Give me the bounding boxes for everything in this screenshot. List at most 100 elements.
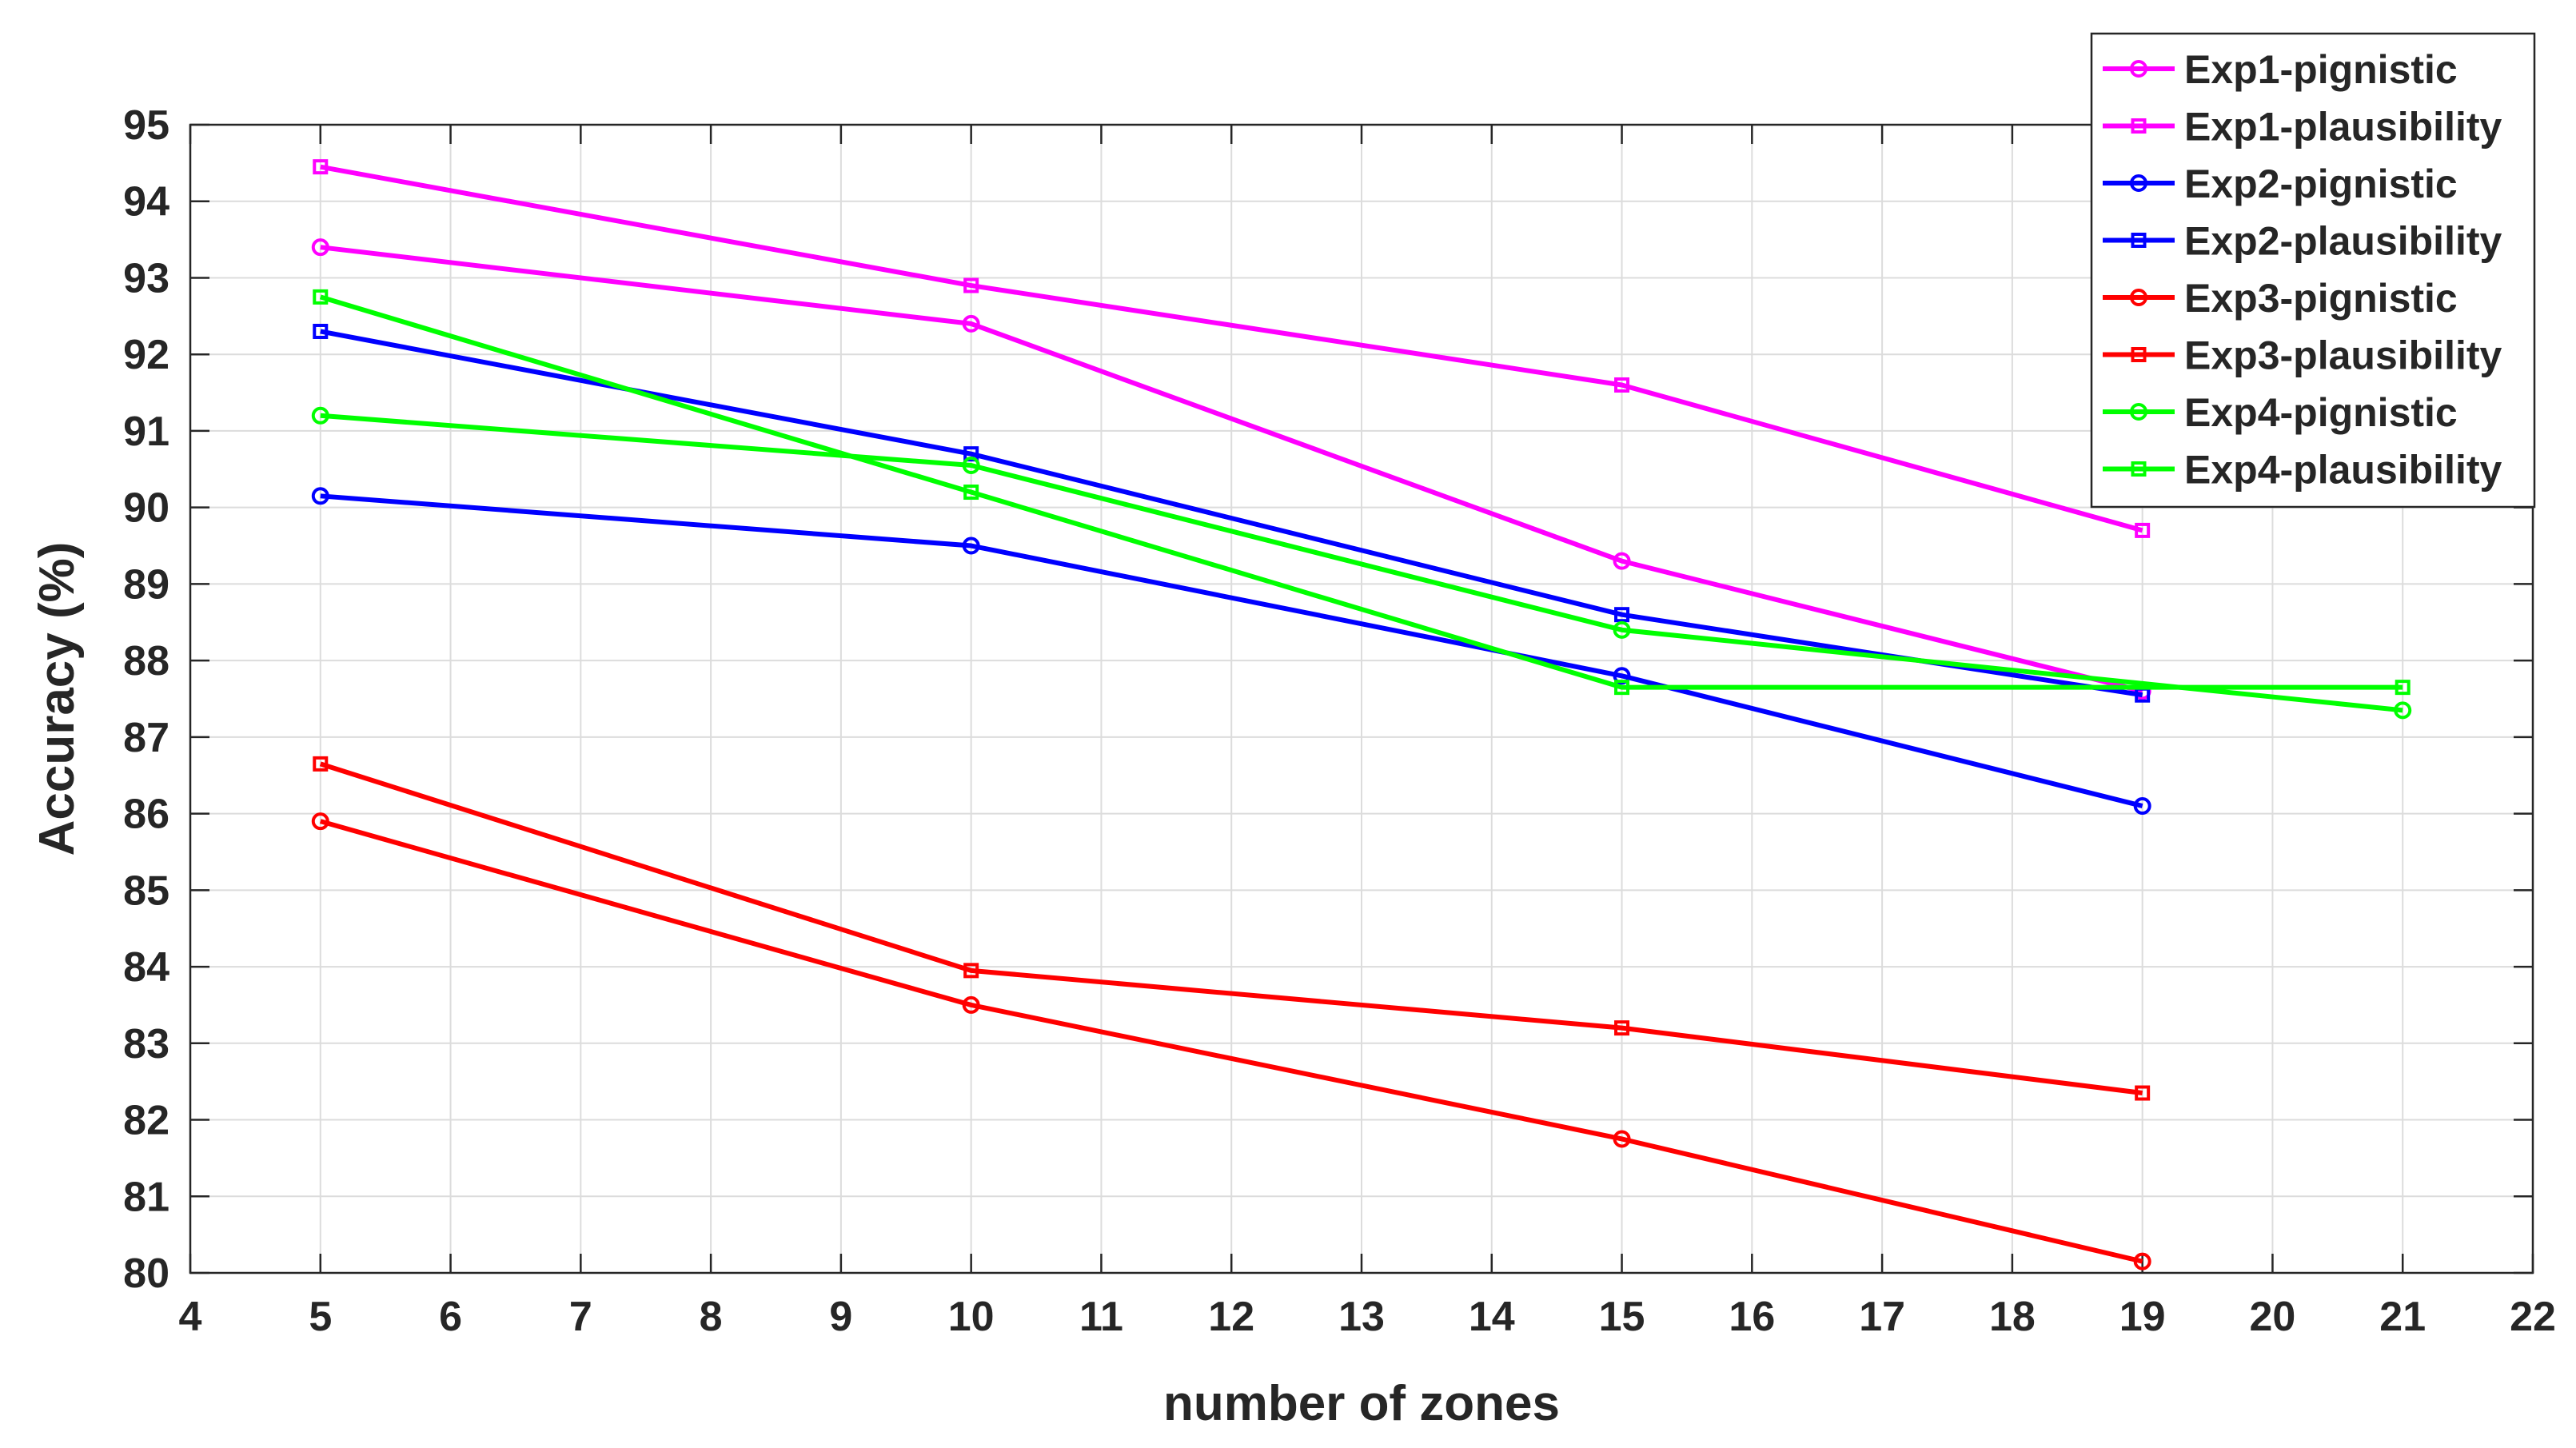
legend-item: Exp3-plausibility [2103, 333, 2502, 378]
legend-label: Exp2-plausibility [2184, 219, 2502, 264]
series-exp1-plausibility [313, 159, 2151, 538]
legend-label: Exp4-pignistic [2184, 390, 2458, 435]
x-tick-label: 5 [309, 1294, 332, 1340]
data-point-marker [2135, 1085, 2151, 1101]
x-tick-label: 15 [1599, 1294, 1645, 1340]
x-tick-label: 18 [1989, 1294, 2036, 1340]
x-axis-label: number of zones [1163, 1376, 1560, 1431]
series-line [320, 413, 2403, 713]
data-point-marker [2130, 174, 2147, 192]
data-point-marker [1613, 1130, 1631, 1148]
data-point-marker [311, 812, 329, 831]
data-point-marker [1614, 607, 1630, 623]
legend: Exp1-pignistic Exp1-plausibility Exp2-pign… [2090, 32, 2536, 509]
data-point-marker [313, 289, 329, 305]
data-point-marker [962, 314, 980, 333]
series-exp4-pignistic [311, 406, 2412, 720]
y-tick-label: 83 [123, 1021, 169, 1067]
x-tick-label: 4 [179, 1294, 202, 1340]
data-point-marker [311, 487, 329, 505]
legend-label: Exp1-plausibility [2184, 105, 2502, 150]
data-point-marker [2130, 289, 2147, 306]
x-tick-label: 20 [2250, 1294, 2296, 1340]
data-point-marker [311, 238, 329, 257]
x-tick-label: 19 [2119, 1294, 2166, 1340]
y-tick-label: 81 [123, 1174, 169, 1220]
data-point-marker [1613, 552, 1631, 570]
series-lines [311, 159, 2412, 1270]
data-point-marker [962, 457, 980, 475]
series-line [319, 819, 2143, 1264]
series-exp2-pignistic [311, 487, 2151, 816]
data-point-marker [962, 995, 980, 1014]
x-tick-label: 9 [829, 1294, 852, 1340]
data-point-marker [311, 406, 329, 425]
data-point-marker [963, 485, 979, 501]
legend-box [2090, 32, 2536, 509]
y-tick-label: 93 [123, 255, 169, 301]
x-tick-label: 8 [700, 1294, 723, 1340]
data-point-marker [1614, 377, 1630, 393]
y-tick-label: 82 [123, 1098, 169, 1144]
data-point-marker [2394, 701, 2412, 720]
data-point-marker [2131, 118, 2147, 134]
data-point-marker [2131, 347, 2147, 362]
data-point-marker [1614, 680, 1630, 696]
x-tick-label: 21 [2379, 1294, 2426, 1340]
legend-label: Exp4-plausibility [2184, 448, 2502, 493]
x-tick-label: 6 [439, 1294, 462, 1340]
legend-label: Exp3-pignistic [2184, 276, 2458, 321]
legend-item: Exp1-pignistic [2103, 47, 2458, 92]
data-point-marker [963, 963, 979, 979]
x-tick-label: 14 [1469, 1294, 1515, 1340]
x-tick-label: 17 [1859, 1294, 1905, 1340]
legend-item: Exp2-pignistic [2103, 162, 2458, 206]
x-tick-label: 12 [1208, 1294, 1254, 1340]
x-tick-label: 7 [569, 1294, 592, 1340]
data-point-marker [313, 159, 329, 175]
x-tick-label: 22 [2510, 1294, 2556, 1340]
legend-label: Exp3-plausibility [2184, 333, 2502, 378]
x-tick-label: 10 [948, 1294, 995, 1340]
y-tick-label: 88 [123, 638, 169, 684]
data-point-marker [963, 277, 979, 293]
y-tick-label: 87 [123, 715, 169, 761]
y-tick-label: 94 [123, 179, 169, 225]
data-point-marker [1614, 1020, 1630, 1036]
series-line [319, 294, 2403, 690]
x-tick-label: 13 [1338, 1294, 1385, 1340]
y-tick-label: 91 [123, 409, 169, 455]
data-point-marker [2131, 233, 2147, 248]
data-point-marker [313, 323, 329, 339]
y-tick-label: 92 [123, 332, 169, 378]
series-exp3-pignistic [311, 812, 2151, 1270]
y-axis-label: Accuracy (%) [30, 542, 85, 856]
legend-item: Exp2-plausibility [2103, 219, 2502, 264]
legend-item: Exp1-plausibility [2103, 105, 2502, 150]
legend-label: Exp1-pignistic [2184, 47, 2458, 92]
data-point-marker [1613, 667, 1631, 685]
x-tick-label: 16 [1729, 1294, 1775, 1340]
series-exp4-plausibility [313, 289, 2411, 696]
data-point-marker [2133, 797, 2151, 816]
legend-item: Exp3-pignistic [2103, 276, 2458, 321]
data-point-marker [313, 756, 329, 772]
legend-item: Exp4-pignistic [2103, 390, 2458, 435]
y-tick-label: 84 [123, 944, 169, 991]
data-point-marker [962, 537, 980, 555]
data-point-marker [2135, 522, 2151, 538]
data-point-marker [1613, 620, 1631, 639]
series-line [319, 761, 2143, 1096]
data-point-marker [963, 446, 979, 462]
data-point-marker [2395, 680, 2411, 696]
x-tick-label: 11 [1079, 1294, 1123, 1340]
legend-item: Exp4-plausibility [2103, 448, 2502, 493]
series-line [320, 493, 2143, 808]
axis-ticks: 4 5 6 7 8 9 10 11 12 13 14 15 16 17 18 19 20 21 22 80 81 82 83… [123, 102, 2556, 1340]
legend-label: Exp2-pignistic [2184, 162, 2458, 206]
series-line [320, 245, 2143, 694]
y-tick-label: 80 [123, 1251, 169, 1297]
data-point-marker [2130, 60, 2147, 78]
